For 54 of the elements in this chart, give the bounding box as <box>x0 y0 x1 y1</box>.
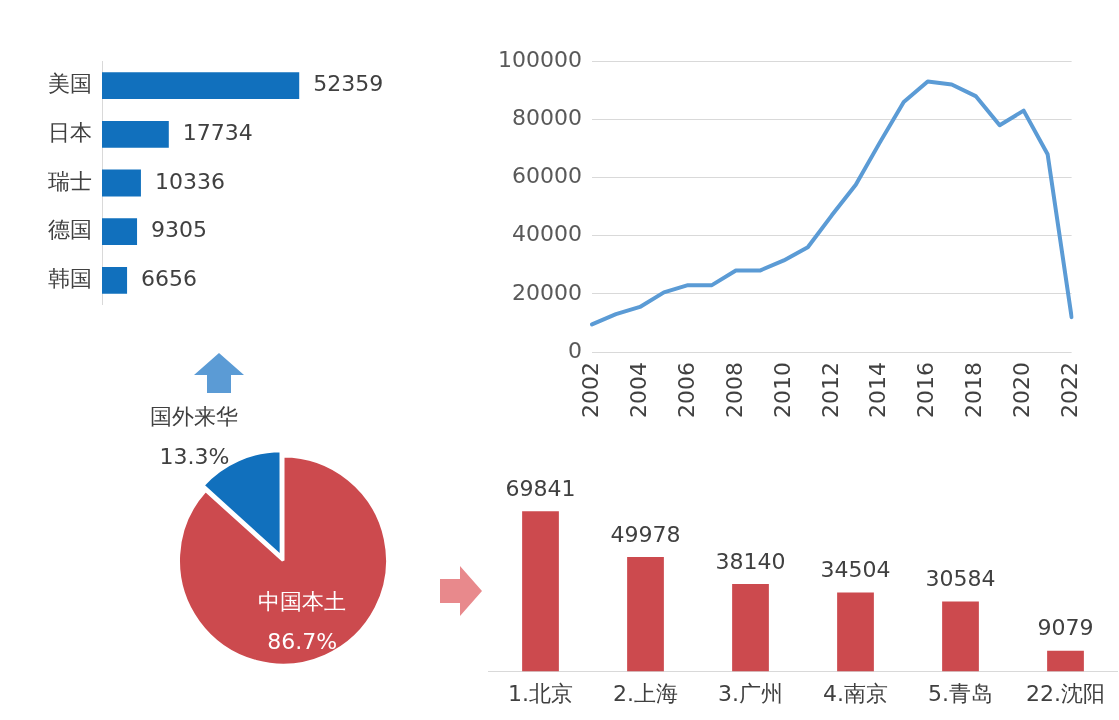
bar <box>102 267 128 294</box>
data-label: 30584 <box>925 566 996 592</box>
y-tick-label: 60000 <box>511 163 582 189</box>
x-tick-label: 2010 <box>769 362 795 419</box>
x-tick-label: 2018 <box>961 362 987 419</box>
x-tick-label: 2.上海 <box>613 680 678 706</box>
x-tick-label: 1.北京 <box>508 680 573 706</box>
data-label: 34504 <box>820 557 891 583</box>
y-tick-label: 韩国 <box>48 266 92 292</box>
bar <box>837 592 874 672</box>
bar <box>942 601 979 672</box>
bar <box>102 120 169 148</box>
data-label: 10336 <box>154 168 225 194</box>
bar <box>102 169 141 197</box>
data-label: 9305 <box>151 217 208 243</box>
y-tick-label: 80000 <box>511 105 582 131</box>
x-tick-label: 2008 <box>721 362 747 419</box>
data-label: 38140 <box>715 548 786 574</box>
x-tick-label: 2002 <box>577 362 603 419</box>
data-label: 69841 <box>505 476 576 502</box>
y-tick-label: 20000 <box>511 279 582 305</box>
x-tick-label: 2014 <box>865 362 891 419</box>
bar <box>102 218 138 246</box>
data-label: 6656 <box>141 266 198 292</box>
y-tick-label: 0 <box>567 337 582 363</box>
x-tick-label: 3.广州 <box>718 680 783 706</box>
y-tick-label: 日本 <box>48 120 92 145</box>
x-tick-label: 22.沈阳 <box>1026 680 1105 706</box>
data-label: 13.3% <box>159 444 230 470</box>
x-tick-label: 5.青岛 <box>928 680 993 706</box>
y-tick-label: 40000 <box>511 221 582 247</box>
bar <box>1047 650 1084 672</box>
x-tick-label: 2022 <box>1057 362 1083 419</box>
data-label: 17734 <box>182 120 253 145</box>
x-tick-label: 4.南京 <box>823 680 888 706</box>
y-tick-label: 美国 <box>48 71 92 97</box>
x-tick-label: 2016 <box>913 362 939 419</box>
data-label: 52359 <box>313 71 384 97</box>
x-tick-label: 2020 <box>1009 362 1035 419</box>
x-tick-label: 2004 <box>625 362 651 419</box>
y-tick-label: 100000 <box>498 46 582 72</box>
data-label: 86.7% <box>267 629 338 655</box>
slice-label: 中国本土 <box>258 589 347 615</box>
data-label: 49978 <box>610 521 681 547</box>
bar <box>102 72 300 99</box>
x-tick-label: 2006 <box>673 362 699 419</box>
x-tick-label: 2012 <box>817 362 843 419</box>
bar <box>732 584 769 672</box>
slice-label: 国外来华 <box>150 404 239 430</box>
y-tick-label: 瑞士 <box>48 168 92 194</box>
y-tick-label: 德国 <box>48 217 92 243</box>
bar <box>627 556 664 672</box>
data-label: 9079 <box>1037 615 1094 641</box>
bar <box>522 511 559 672</box>
